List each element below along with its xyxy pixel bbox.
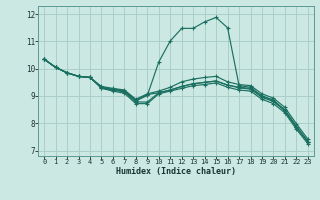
X-axis label: Humidex (Indice chaleur): Humidex (Indice chaleur) xyxy=(116,167,236,176)
